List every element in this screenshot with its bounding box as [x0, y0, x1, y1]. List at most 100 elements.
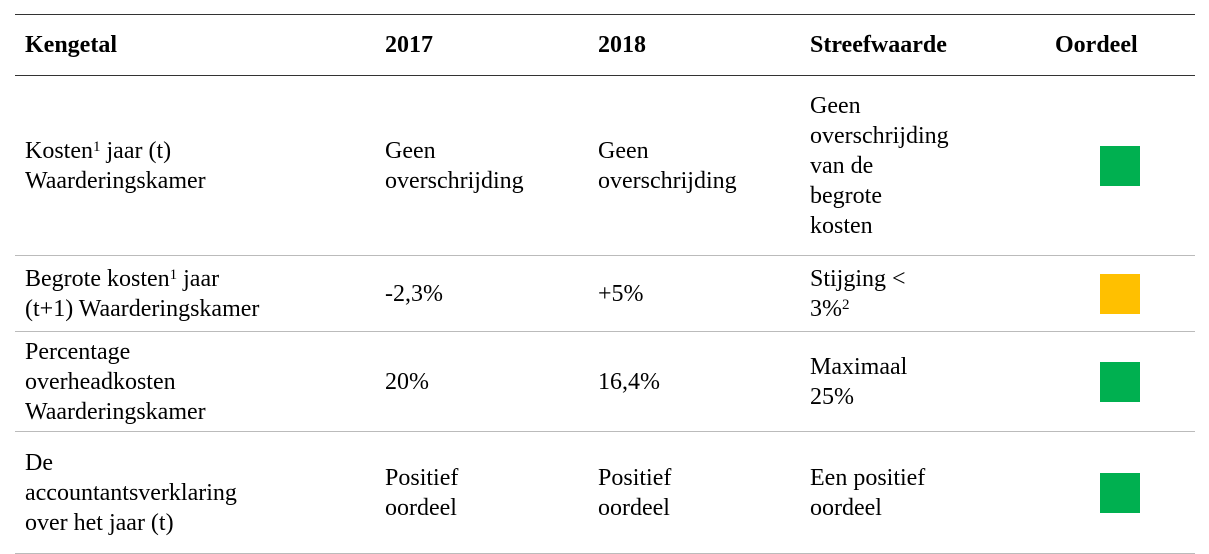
- status-cell: [1045, 75, 1195, 256]
- cell: Stijging <3%2: [800, 255, 1045, 332]
- cell: -2,3%: [375, 255, 588, 332]
- line: Stijging <: [810, 264, 1045, 294]
- line: oordeel: [598, 493, 800, 523]
- header-cell: 2018: [588, 14, 800, 76]
- cell: Begrote kosten1 jaar (t+1) Waarderingskam…: [15, 255, 375, 332]
- line: Percentage: [25, 337, 375, 367]
- status-cell: [1045, 255, 1195, 332]
- text: kosten: [810, 212, 873, 239]
- cell: Positief oordeel: [375, 431, 588, 554]
- cell: Percentage overheadkosten Waarderingskamer: [15, 331, 375, 432]
- line: overschrijding: [598, 166, 800, 196]
- line: Een positief: [810, 463, 1045, 493]
- line: Geen: [598, 136, 800, 166]
- text: oordeel: [598, 494, 670, 521]
- cell: +5%: [588, 255, 800, 332]
- status-square: [1100, 361, 1140, 402]
- text: Kosten: [25, 137, 93, 164]
- header-row: Kengetal 2017 2018 Streefwaarde Oordeel: [15, 14, 1195, 76]
- text: Maximaal: [810, 353, 908, 380]
- line: Begrote kosten1 jaar: [25, 264, 375, 294]
- text: accountantsverklaring: [25, 479, 237, 506]
- superscript: 1: [169, 266, 178, 283]
- superscript: 1: [93, 138, 101, 155]
- text: Geen: [810, 92, 861, 119]
- line: -2,3%: [385, 279, 588, 309]
- text: 20%: [385, 368, 429, 395]
- text: overheadkosten: [25, 368, 176, 395]
- text: Waarderingskamer: [25, 398, 206, 425]
- cell: Een positief oordeel: [800, 431, 1045, 554]
- line: Waarderingskamer: [25, 166, 375, 196]
- line: (t+1) Waarderingskamer: [25, 294, 375, 324]
- line: Maximaal: [810, 352, 1045, 382]
- text: overschrijding: [810, 122, 949, 149]
- text: van de: [810, 152, 874, 179]
- header-cell: Kengetal: [15, 14, 375, 76]
- row: De accountantsverklaring over het jaar (t)…: [15, 431, 1195, 554]
- text: Positief: [385, 464, 459, 491]
- text: begrote: [810, 182, 882, 209]
- line: accountantsverklaring: [25, 478, 375, 508]
- row: Kosten1 jaar (t) Waarderingskamer Geen over…: [15, 75, 1195, 256]
- text: Waarderingskamer: [25, 167, 206, 194]
- line: Positief: [385, 463, 588, 493]
- text: jaar: [177, 265, 220, 292]
- text: oordeel: [810, 494, 882, 521]
- line: overschrijding: [385, 166, 588, 196]
- line: overschrijding: [810, 121, 1045, 151]
- text: 16,4%: [598, 368, 660, 395]
- text: 3%: [810, 295, 842, 322]
- table: Kengetal 2017 2018 Streefwaarde Oordeel Kost…: [15, 14, 1195, 554]
- line: begrote: [810, 181, 1045, 211]
- text: Geen: [385, 137, 436, 164]
- text: Stijging <: [810, 265, 906, 292]
- status-square: [1100, 145, 1140, 186]
- line: oordeel: [385, 493, 588, 523]
- line: kosten: [810, 211, 1045, 241]
- line: 25%: [810, 382, 1045, 412]
- text: Positief: [598, 464, 672, 491]
- header-cell: Streefwaarde: [800, 14, 1045, 76]
- text: 25%: [810, 383, 854, 410]
- line: Kosten1 jaar (t): [25, 136, 375, 166]
- text: (t+1) Waarderingskamer: [25, 295, 260, 322]
- cell: 16,4%: [588, 331, 800, 432]
- cell: Geen overschrijding: [375, 75, 588, 256]
- cell: Geen overschrijding: [588, 75, 800, 256]
- line: 16,4%: [598, 367, 800, 397]
- header-cell: 2017: [375, 14, 588, 76]
- header-cell: Oordeel: [1045, 14, 1195, 76]
- cell: 20%: [375, 331, 588, 432]
- row: Begrote kosten1 jaar (t+1) Waarderingskam…: [15, 255, 1195, 332]
- line: 20%: [385, 367, 588, 397]
- row: Percentage overheadkosten Waarderingskamer…: [15, 331, 1195, 432]
- line: Geen: [385, 136, 588, 166]
- text: overschrijding: [598, 167, 737, 194]
- text: overschrijding: [385, 167, 524, 194]
- status-square: [1100, 472, 1140, 513]
- line: 3%2: [810, 294, 1045, 324]
- text: oordeel: [385, 494, 457, 521]
- line: Geen: [810, 91, 1045, 121]
- text: jaar (t): [100, 137, 172, 164]
- line: overheadkosten: [25, 367, 375, 397]
- line: oordeel: [810, 493, 1045, 523]
- line: over het jaar (t): [25, 508, 375, 538]
- text: Begrote kosten: [25, 265, 170, 292]
- text: -2,3%: [385, 280, 443, 307]
- line: +5%: [598, 279, 800, 309]
- superscript: 2: [842, 296, 850, 313]
- text: +5%: [598, 280, 644, 307]
- cell: Positief oordeel: [588, 431, 800, 554]
- cell: Maximaal 25%: [800, 331, 1045, 432]
- cell: De accountantsverklaring over het jaar (t): [15, 431, 375, 554]
- status-cell: [1045, 431, 1195, 554]
- text: Percentage: [25, 338, 131, 365]
- status-square: [1100, 273, 1140, 314]
- text: Geen: [598, 137, 649, 164]
- cell: Kosten1 jaar (t) Waarderingskamer: [15, 75, 375, 256]
- line: De: [25, 448, 375, 478]
- cell: Geen overschrijding van de begrote kosten: [800, 75, 1045, 256]
